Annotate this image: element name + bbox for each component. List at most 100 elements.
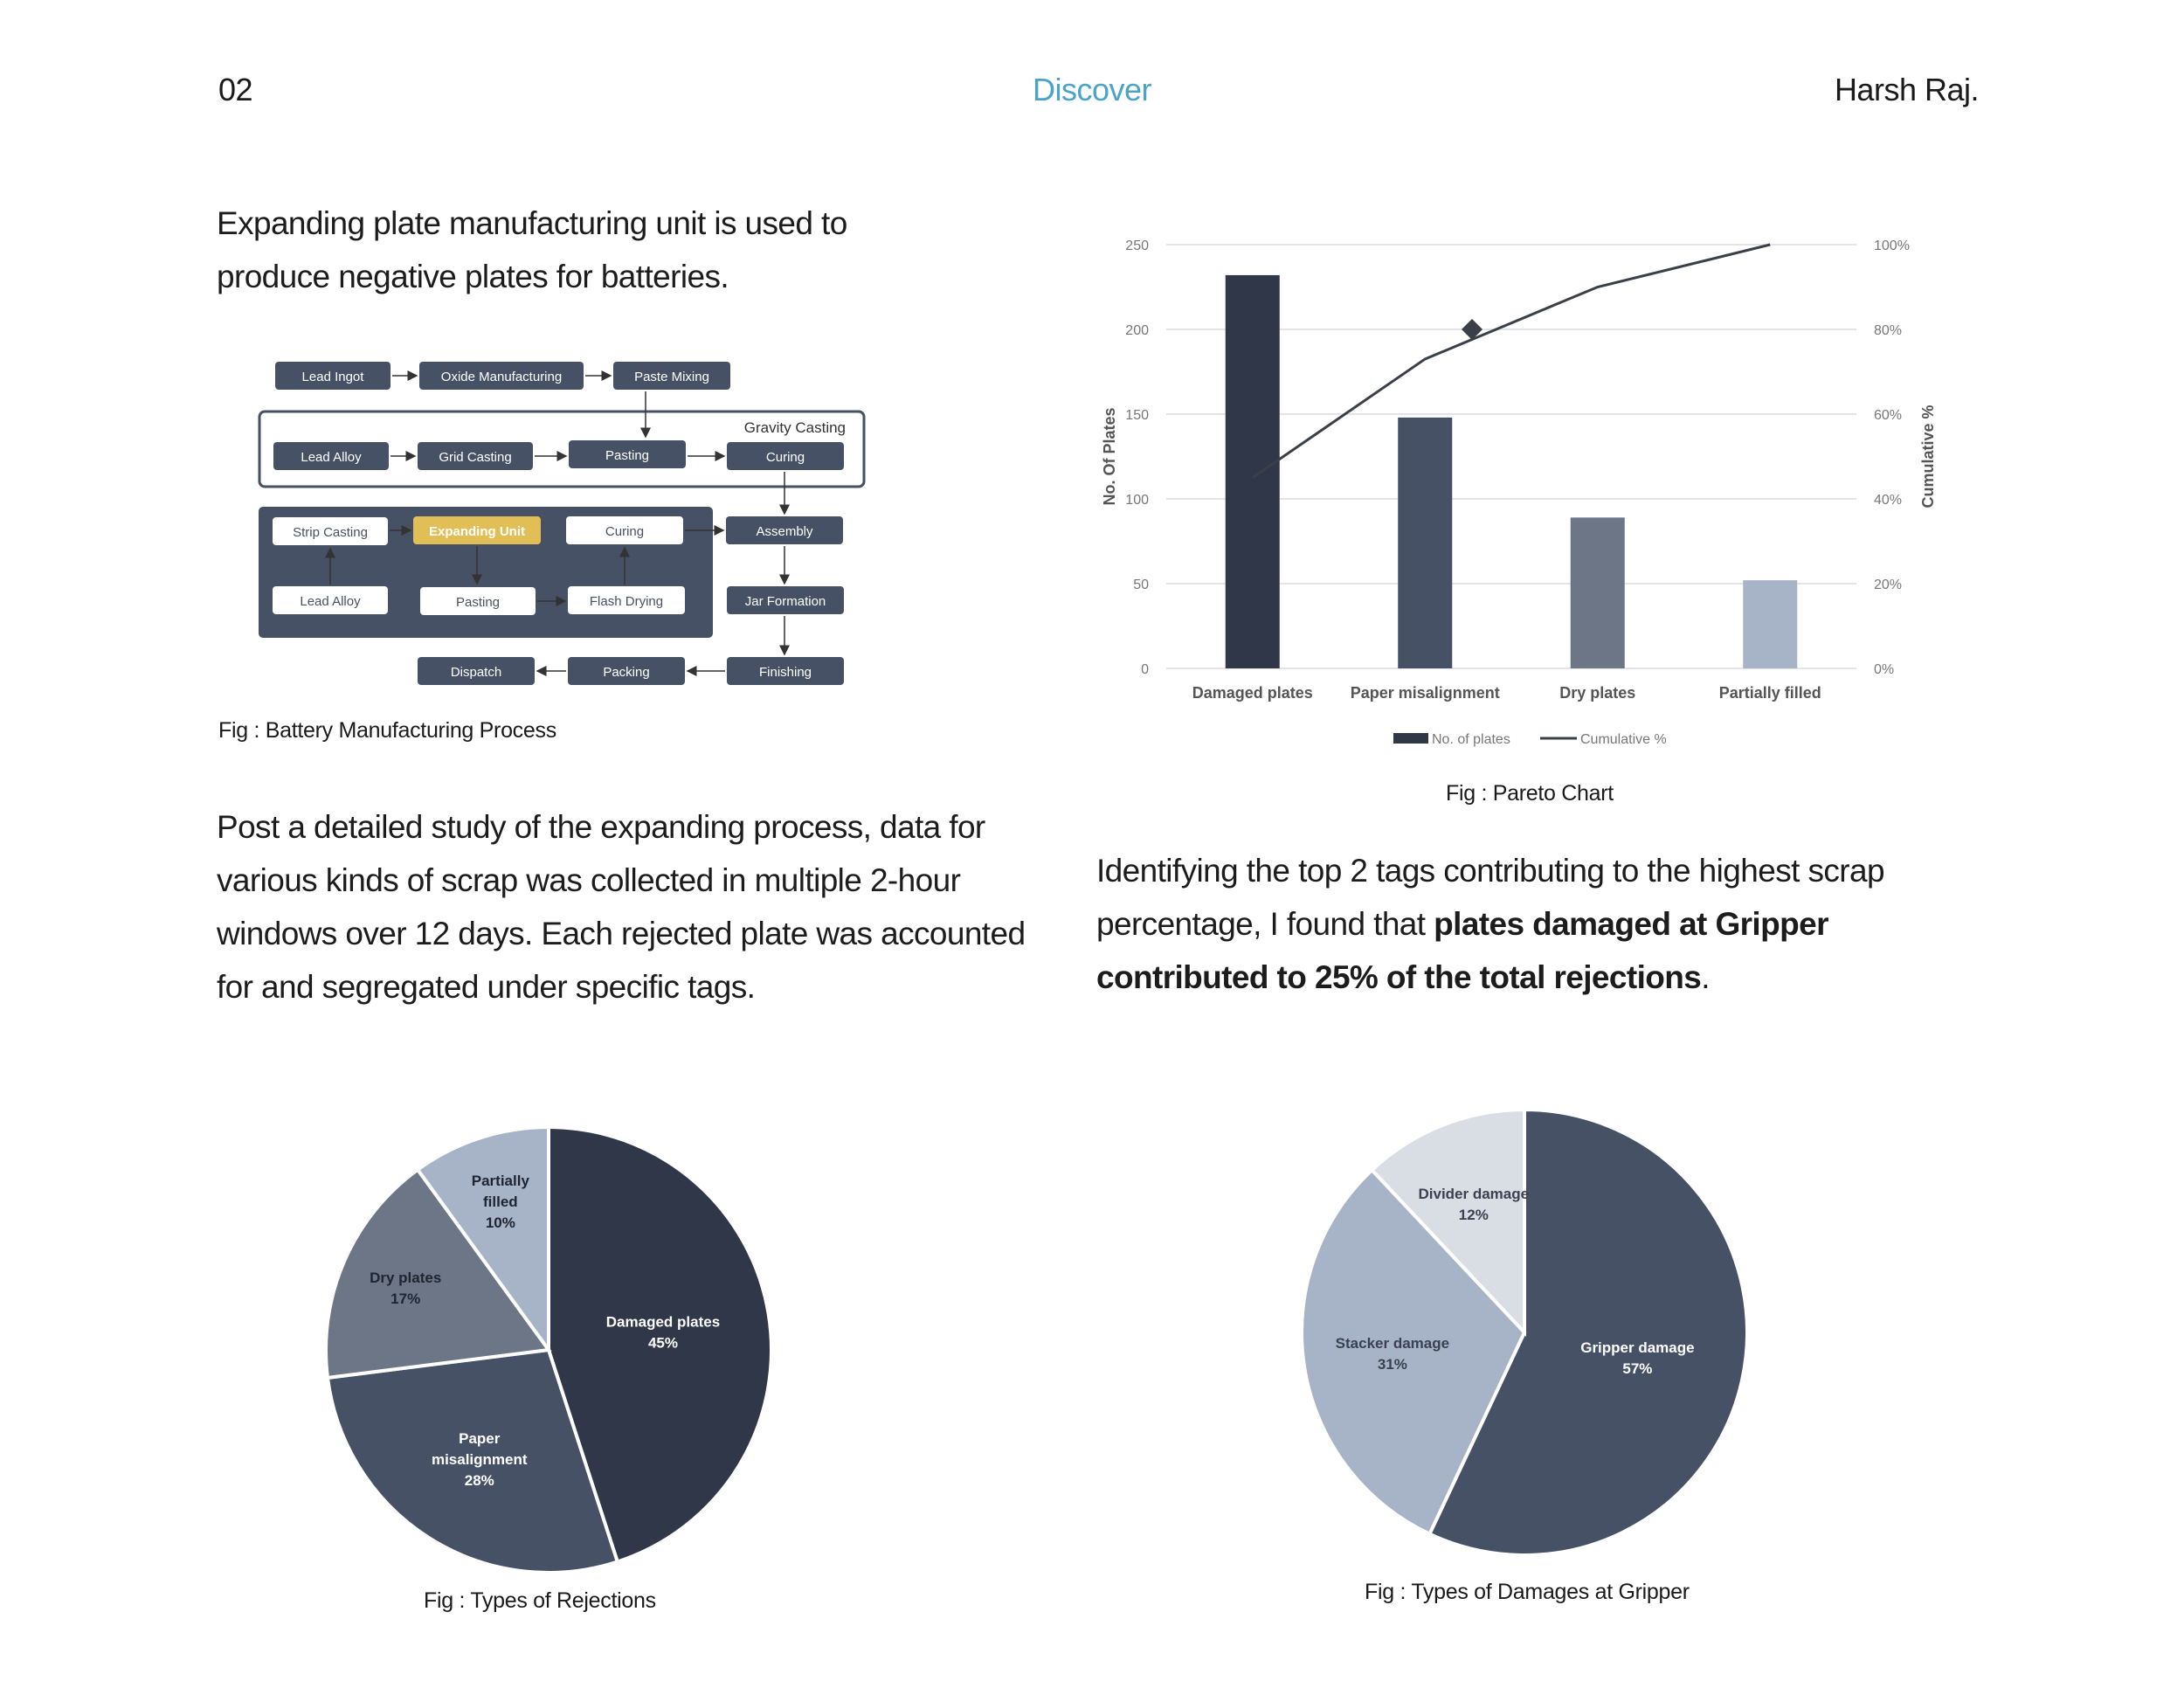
pie-label: filled [483, 1193, 518, 1210]
pareto-caption: Fig : Pareto Chart [1446, 781, 1614, 806]
node-pasting-top: Pasting [569, 440, 686, 468]
pie-slice [1369, 1107, 1526, 1338]
svg-text:Assembly: Assembly [756, 524, 813, 539]
y-tick-label: 250 [1125, 239, 1149, 253]
svg-text:Curing: Curing [605, 524, 644, 539]
pie-slice [1427, 1107, 1749, 1557]
svg-text:Packing: Packing [603, 665, 649, 680]
finding-highlight: plates damaged at Gripper contributed to… [1096, 906, 1828, 995]
svg-text:Pasting: Pasting [605, 448, 649, 463]
pie-label: Stacker damage [1336, 1335, 1449, 1352]
node-jar-formation: Jar Formation [727, 586, 844, 614]
y2-tick-label: 20% [1874, 578, 1902, 592]
svg-text:Paste Mixing: Paste Mixing [634, 370, 709, 384]
finding-lead: Identifying the top 2 tags contributing … [1096, 853, 1885, 942]
pie-label: Damaged plates [606, 1313, 720, 1330]
svg-text:Expanding Unit: Expanding Unit [429, 524, 525, 539]
bar [1398, 417, 1453, 668]
svg-text:Oxide Manufacturing: Oxide Manufacturing [441, 370, 562, 384]
y2-tick-label: 60% [1874, 408, 1902, 423]
pie-slice [415, 1124, 550, 1356]
legend-label: Cumulative % [1580, 732, 1667, 747]
pie-label: 45% [648, 1334, 678, 1351]
node-oxide-manufacturing: Oxide Manufacturing [419, 362, 584, 390]
x-tick-label: Dry plates [1559, 684, 1635, 702]
node-lead-alloy-top: Lead Alloy [273, 442, 389, 470]
node-paste-mixing: Paste Mixing [613, 362, 730, 390]
node-curing-top: Curing [727, 442, 844, 470]
x-tick-label: Paper misalignment [1351, 684, 1500, 702]
node-grid-casting: Grid Casting [418, 442, 533, 470]
pie-slice [325, 1347, 620, 1573]
pie-label: Gripper damage [1580, 1339, 1694, 1356]
y-tick-label: 200 [1125, 323, 1149, 338]
legend-label: No. of plates [1432, 732, 1510, 747]
node-pasting-bottom: Pasting [420, 587, 536, 615]
y2-tick-label: 40% [1874, 493, 1902, 508]
study-paragraph: Post a detailed study of the expanding p… [217, 809, 1026, 1005]
y2-tick-label: 100% [1874, 239, 1910, 253]
pie-label: 17% [390, 1290, 420, 1307]
rejections-caption: Fig : Types of Rejections [424, 1588, 656, 1613]
y-tick-label: 150 [1125, 408, 1149, 423]
y2-tick-label: 80% [1874, 323, 1902, 338]
svg-text:Finishing: Finishing [759, 665, 812, 680]
intro-paragraph: Expanding plate manufacturing unit is us… [217, 205, 847, 294]
node-lead-ingot: Lead Ingot [275, 362, 390, 390]
gripper-caption: Fig : Types of Damages at Gripper [1365, 1580, 1690, 1604]
node-lead-alloy-bottom: Lead Alloy [273, 586, 388, 614]
pie-label: Partially [472, 1173, 530, 1189]
svg-text:Grid Casting: Grid Casting [439, 450, 511, 465]
cumulative-marker [1462, 319, 1482, 340]
x-tick-label: Partially filled [1719, 684, 1821, 702]
y2-tick-label: 0% [1874, 662, 1894, 677]
y-axis-title: No. Of Plates [1101, 407, 1118, 505]
pie-label: 28% [465, 1472, 494, 1489]
pareto-chart: 0 50 100 150 200 250 0% 20% 40% 60% 80% 100% No. Of … [1101, 239, 1937, 747]
legend-swatch-bar [1393, 733, 1428, 744]
pie-slice [324, 1166, 552, 1380]
gravity-casting-frame [258, 410, 866, 488]
svg-text:Dispatch: Dispatch [451, 665, 501, 680]
finding-tail: . [1701, 959, 1710, 995]
y-tick-label: 0 [1141, 662, 1149, 677]
pie-label: Dry plates [370, 1269, 441, 1286]
pie-label: Paper [459, 1430, 501, 1447]
node-flash-drying: Flash Drying [568, 586, 685, 614]
bar [1570, 517, 1625, 668]
rejections-pie-chart: Damaged plates 45% Paper misalignment 28% Dry… [324, 1124, 773, 1573]
bar [1743, 580, 1798, 668]
svg-text:Strip Casting: Strip Casting [293, 525, 368, 540]
svg-text:Lead Alloy: Lead Alloy [301, 450, 362, 465]
section-title: Discover [1032, 72, 1152, 107]
y-tick-label: 100 [1125, 493, 1149, 508]
pie-label: Divider damage [1418, 1186, 1529, 1202]
svg-text:Pasting: Pasting [456, 595, 500, 610]
pie-label: misalignment [432, 1451, 528, 1468]
gripper-damage-pie-chart: Gripper damage 57% Stacker damage 31% Divide… [1300, 1107, 1749, 1557]
pie-slice [547, 1124, 773, 1565]
node-curing-mid: Curing [566, 516, 683, 544]
svg-text:Lead Ingot: Lead Ingot [302, 370, 365, 384]
pie-label: 12% [1459, 1207, 1489, 1223]
process-caption: Fig : Battery Manufacturing Process [218, 718, 556, 743]
svg-text:Flash Drying: Flash Drying [590, 594, 663, 609]
cumulative-line [1251, 243, 1771, 479]
node-strip-casting: Strip Casting [273, 517, 388, 545]
battery-process-diagram: Gravity Casting Lead Ingot Oxide Manufac… [258, 362, 866, 685]
pie-label: 57% [1622, 1360, 1652, 1377]
pie-label: 10% [486, 1214, 515, 1231]
x-tick-label: Damaged plates [1192, 684, 1313, 702]
y-tick-label: 50 [1133, 578, 1149, 592]
process-arrows [325, 370, 790, 676]
author-name: Harsh Raj. [1834, 72, 1980, 107]
y2-axis-title: Cumulative % [1919, 405, 1937, 508]
finding-paragraph: Identifying the top 2 tags contributing … [1096, 844, 1918, 1004]
svg-text:Curing: Curing [766, 450, 805, 465]
svg-text:Lead Alloy: Lead Alloy [300, 594, 361, 609]
node-packing: Packing [568, 657, 685, 685]
gravity-casting-label: Gravity Casting [744, 419, 846, 436]
pie-slice [1300, 1167, 1527, 1537]
node-dispatch: Dispatch [418, 657, 535, 685]
pie-label: 31% [1378, 1356, 1407, 1373]
